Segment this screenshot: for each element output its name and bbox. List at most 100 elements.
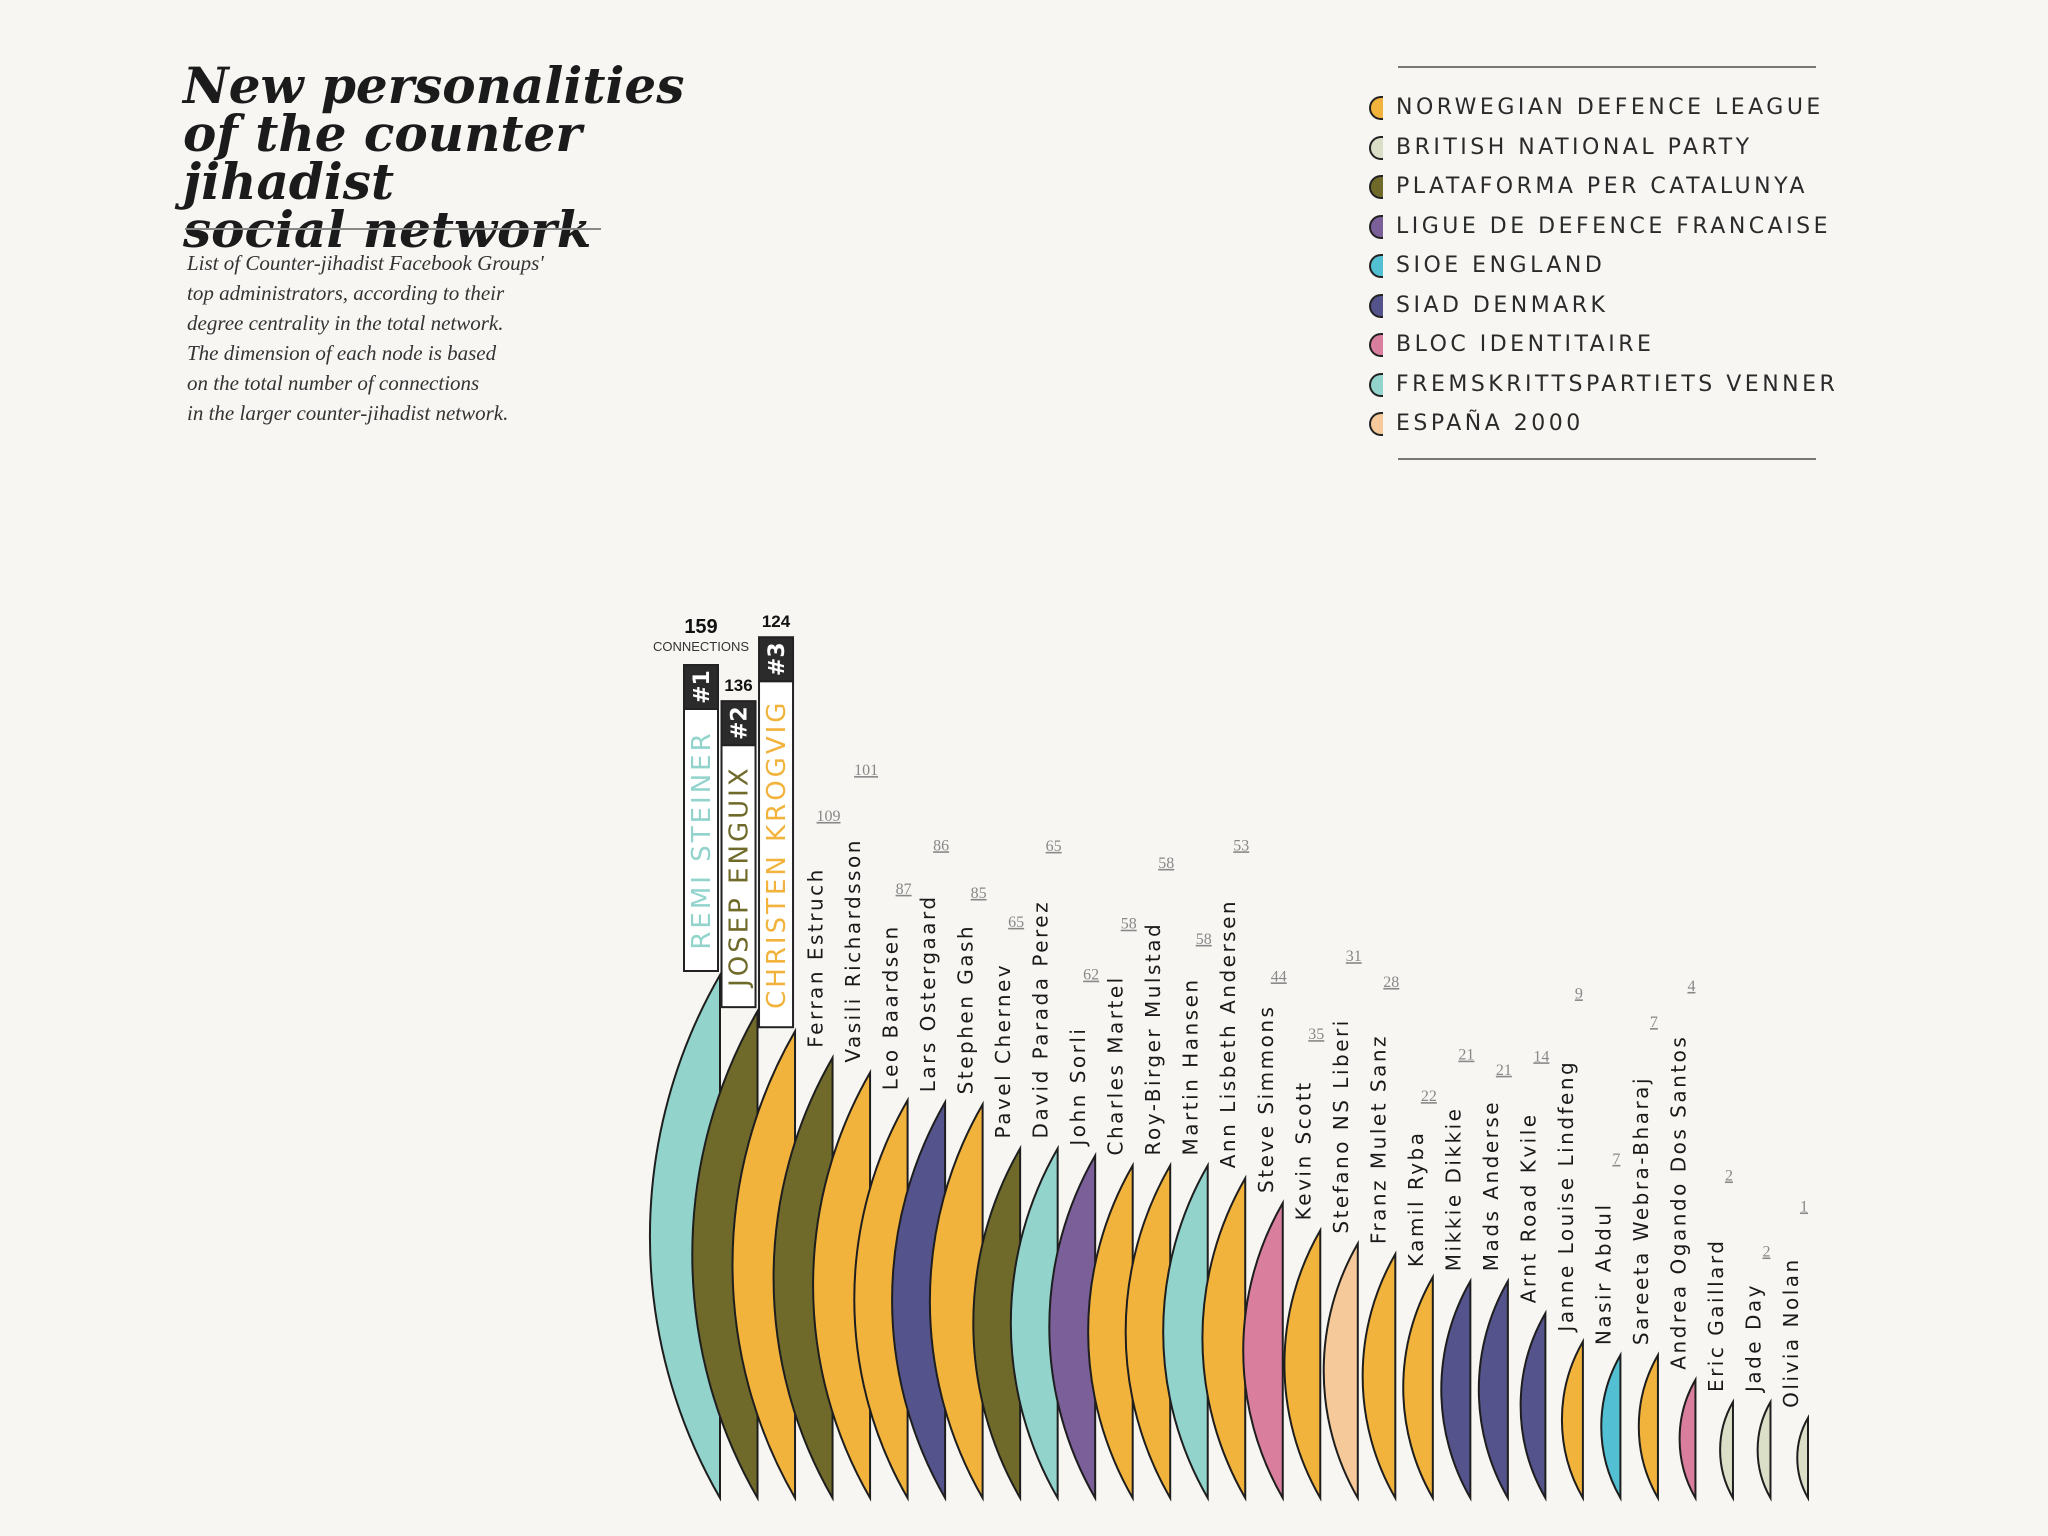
legend-item: LIGUE DE DEFENCE FRANCAISE — [1362, 207, 1832, 247]
node-semicircle — [1756, 1398, 1772, 1502]
node-name-label: Arnt Road Kvile — [1516, 1112, 1540, 1303]
node-name-label: Janne Louise Lindfeng — [1554, 1060, 1578, 1334]
description-line: List of Counter-jihadist Facebook Groups… — [187, 251, 544, 275]
top-rank-badge — [720, 700, 757, 747]
legend-label: SIOE ENGLAND — [1396, 253, 1606, 278]
node-semicircle — [1719, 1398, 1734, 1502]
node-value-label: 44 — [1271, 968, 1287, 985]
node-name-label: Pavel Chernev — [991, 963, 1015, 1139]
node-semicircle — [1361, 1250, 1397, 1502]
node-value-label: 9 — [1575, 985, 1583, 1002]
node-semicircle — [1440, 1277, 1472, 1502]
node-value-label: 65 — [1046, 838, 1062, 855]
node-semicircle — [1009, 1144, 1059, 1502]
node-name-label: Steve Simmons — [1254, 1005, 1278, 1193]
node-semicircle — [1519, 1309, 1547, 1502]
legend-swatch — [1369, 254, 1383, 278]
node-name-label: Mads Anderse — [1479, 1100, 1503, 1271]
node-semicircle — [1560, 1337, 1584, 1502]
description-line: degree centrality in the total network. — [187, 311, 504, 335]
node-semicircle — [1600, 1351, 1622, 1502]
node-semicircle — [649, 971, 721, 1502]
legend-label: LIGUE DE DEFENCE FRANCAISE — [1396, 213, 1832, 239]
legend-swatch — [1369, 175, 1383, 199]
legend-swatch — [1369, 135, 1383, 160]
node-semicircle — [928, 1100, 984, 1502]
node-value-label: 62 — [1083, 967, 1099, 984]
node-semicircle — [891, 1098, 947, 1502]
node-semicircle — [1242, 1199, 1284, 1502]
legend-item: BRITISH NATIONAL PARTY — [1362, 128, 1832, 168]
node-semicircle — [1283, 1226, 1322, 1502]
node-value-label: 7 — [1612, 1151, 1620, 1168]
legend-item: SIAD DENMARK — [1362, 286, 1832, 326]
node-semicircle — [1402, 1273, 1434, 1502]
node-value-label: 109 — [817, 808, 841, 825]
node-name-label: Ferran Estruch — [804, 867, 828, 1048]
top-rank-badge-text: #2 — [728, 706, 753, 740]
node-name-label: Nasir Abdul — [1591, 1202, 1615, 1345]
legend-top-rule — [1398, 66, 1816, 68]
node-name-label: Kevin Scott — [1291, 1080, 1315, 1220]
node-value-label: 21 — [1458, 1047, 1474, 1064]
node-semicircle — [691, 1007, 759, 1502]
top-rank-name: REMI STEINER — [687, 730, 717, 949]
node-name-label: David Parada Perez — [1029, 900, 1053, 1139]
node-value-label: 53 — [1233, 837, 1249, 854]
node-semicircle — [772, 1054, 834, 1502]
node-semicircle — [1124, 1161, 1172, 1502]
legend-label: NORWEGIAN DEFENCE LEAGUE — [1396, 95, 1824, 120]
top-rank-name: CHRISTEN KROGVIG — [762, 700, 792, 1009]
node-name-label: Ann Lisbeth Andersen — [1216, 899, 1240, 1168]
node-value-label: 85 — [971, 885, 987, 902]
node-semicircle — [1201, 1174, 1247, 1502]
legend-swatch — [1369, 214, 1383, 239]
legend: NORWEGIAN DEFENCE LEAGUE BRITISH NATIONAL… — [1362, 88, 1835, 444]
legend-item: NORWEGIAN DEFENCE LEAGUE — [1362, 88, 1832, 128]
node-semicircle — [1477, 1277, 1509, 1502]
node-value-label: 1 — [1800, 1198, 1808, 1215]
top-rank-badge-text: #1 — [690, 670, 715, 704]
legend-swatch — [1369, 412, 1383, 436]
description: List of Counter-jihadist Facebook Groups… — [187, 248, 607, 428]
top-rank-value: 136 — [724, 676, 752, 695]
node-semicircle — [972, 1144, 1022, 1502]
legend-bottom-rule — [1398, 458, 1816, 460]
legend-item: ESPAÑA 2000 — [1362, 404, 1832, 444]
node-name-label: Stephen Gash — [954, 924, 978, 1094]
node-name-label: Martin Hansen — [1179, 977, 1203, 1155]
node-name-label: Lars Ostergaard — [916, 894, 940, 1092]
node-semicircle — [1048, 1151, 1097, 1502]
node-value-label: 22 — [1421, 1088, 1437, 1105]
node-value-label: 2 — [1762, 1243, 1770, 1260]
node-semicircle — [1678, 1375, 1697, 1502]
legend-item: FREMSKRITTSPARTIETS VENNER — [1362, 365, 1835, 405]
legend-swatch — [1369, 333, 1383, 357]
node-name-label: Mikkie Dikkie — [1441, 1107, 1465, 1272]
node-semicircle — [1087, 1161, 1134, 1502]
node-value-label: 58 — [1196, 931, 1212, 948]
node-semicircle — [1796, 1414, 1809, 1502]
node-value-label: 4 — [1687, 978, 1695, 995]
node-name-label: Stefano NS Liberi — [1329, 1018, 1353, 1233]
node-semicircle — [731, 1027, 797, 1502]
legend-swatch — [1369, 372, 1383, 397]
top-rank-badge — [683, 664, 719, 710]
node-name-label: John Sorli — [1066, 1027, 1090, 1148]
legend-swatch — [1369, 293, 1383, 318]
node-semicircle — [853, 1096, 909, 1502]
node-semicircle — [812, 1068, 872, 1502]
node-value-label: 35 — [1308, 1026, 1324, 1043]
description-line: on the total number of connections — [187, 371, 480, 395]
top-rank-name: JOSEP ENGUIX — [725, 765, 755, 989]
description-line: top administrators, according to their — [187, 281, 505, 305]
legend-label: FREMSKRITTSPARTIETS VENNER — [1396, 371, 1839, 397]
node-value-label: 14 — [1533, 1048, 1549, 1065]
node-value-label: 7 — [1650, 1014, 1658, 1031]
legend-item: SIOE ENGLAND — [1362, 246, 1832, 286]
title-divider — [185, 228, 601, 230]
legend-label: BLOC IDENTITAIRE — [1396, 332, 1655, 357]
node-value-label: 21 — [1496, 1062, 1512, 1079]
node-value-label: 86 — [933, 837, 949, 854]
